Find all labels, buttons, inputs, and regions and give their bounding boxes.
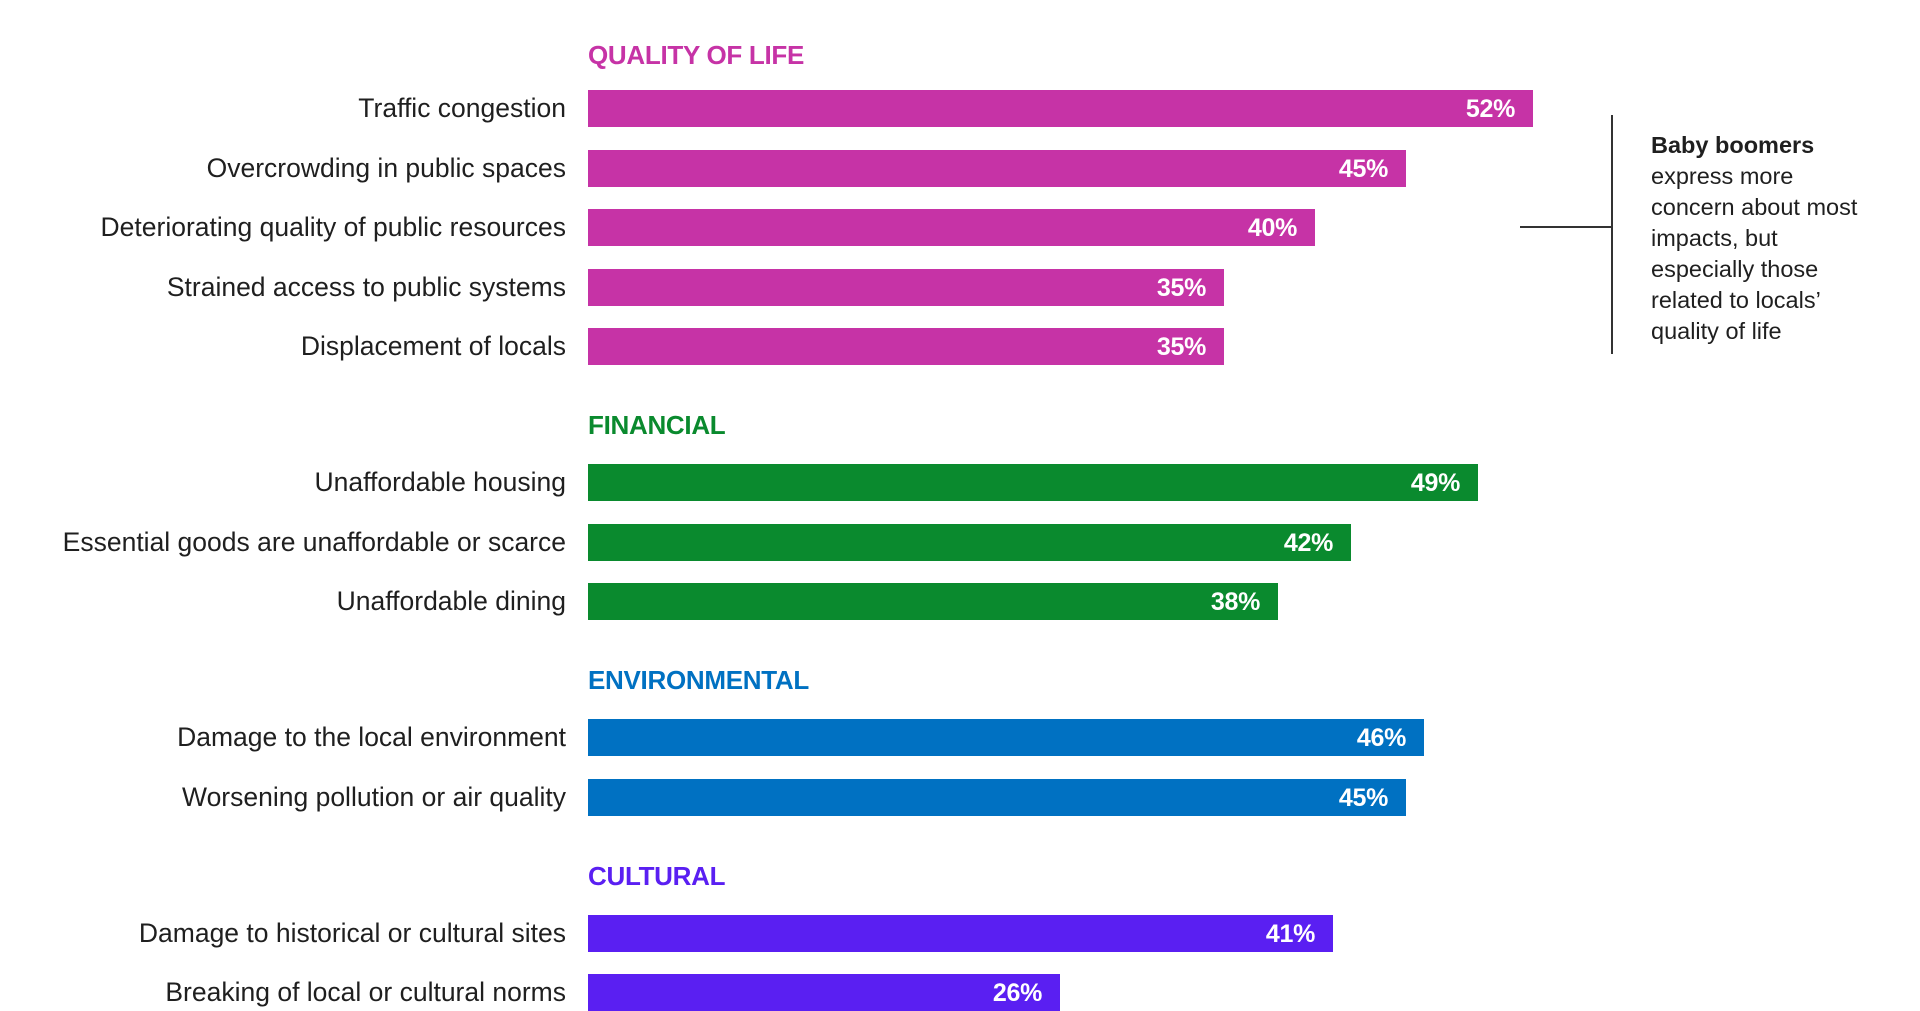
row-label: Worsening pollution or air quality bbox=[182, 781, 566, 812]
bar-value-label: 41% bbox=[1265, 919, 1315, 948]
bar: 52% bbox=[588, 90, 1533, 127]
annotation-line: especially those bbox=[1651, 256, 1819, 282]
category-header: FINANCIAL bbox=[588, 410, 726, 440]
bar-value-label: 49% bbox=[1410, 469, 1460, 497]
row-label: Damage to the local environment bbox=[177, 722, 566, 752]
bar: 40% bbox=[588, 209, 1315, 246]
annotation-line: concern about most bbox=[1651, 194, 1858, 220]
annotation-bold-text: Baby boomers bbox=[1651, 132, 1815, 158]
bar: 26% bbox=[588, 974, 1060, 1011]
bar: 46% bbox=[588, 719, 1424, 756]
bar-value-label: 35% bbox=[1156, 273, 1206, 302]
bar: 49% bbox=[588, 464, 1478, 501]
row-label: Displacement of locals bbox=[300, 331, 566, 361]
bar-value-label: 45% bbox=[1338, 783, 1388, 812]
category-header: CULTURAL bbox=[588, 860, 726, 891]
bar: 42% bbox=[588, 523, 1351, 561]
row-label: Unaffordable housing bbox=[314, 467, 566, 497]
category-header: QUALITY OF LIFE bbox=[588, 40, 805, 70]
bar: 41% bbox=[588, 914, 1333, 952]
bar-value-label: 45% bbox=[1338, 154, 1388, 183]
row-label: Damage to historical or cultural sites bbox=[138, 917, 566, 948]
bar-value-label: 52% bbox=[1465, 95, 1515, 123]
bar: 45% bbox=[588, 149, 1406, 187]
annotation-line: express more bbox=[1651, 163, 1794, 189]
row-label: Traffic congestion bbox=[358, 93, 566, 123]
row-label: Breaking of local or cultural norms bbox=[165, 977, 566, 1007]
annotation-line: impacts, but bbox=[1651, 225, 1778, 251]
annotation-line: quality of life bbox=[1651, 318, 1782, 344]
bar: 35% bbox=[588, 268, 1224, 306]
bar-value-label: 26% bbox=[992, 979, 1042, 1007]
row-label: Essential goods are unaffordable or scar… bbox=[62, 526, 566, 557]
annotation-connector-horizontal bbox=[1520, 226, 1612, 228]
category-header: ENVIRONMENTAL bbox=[588, 665, 809, 695]
annotation-bracket-vertical bbox=[1611, 115, 1613, 354]
bar-value-label: 46% bbox=[1356, 724, 1406, 752]
annotation-line: related to locals’ bbox=[1651, 287, 1821, 313]
bar: 35% bbox=[588, 328, 1224, 365]
bar-value-label: 35% bbox=[1156, 333, 1206, 361]
bar: 38% bbox=[588, 583, 1278, 620]
annotation-callout: Baby boomers express more concern about … bbox=[1651, 130, 1911, 347]
row-label: Strained access to public systems bbox=[166, 271, 566, 302]
row-label: Overcrowding in public spaces bbox=[206, 152, 566, 183]
bar-value-label: 42% bbox=[1283, 528, 1333, 557]
row-label: Deteriorating quality of public resource… bbox=[100, 212, 566, 242]
bar-value-label: 40% bbox=[1247, 214, 1297, 242]
row-label: Unaffordable dining bbox=[336, 586, 566, 616]
bar-value-label: 38% bbox=[1210, 588, 1260, 616]
bar: 45% bbox=[588, 778, 1406, 816]
